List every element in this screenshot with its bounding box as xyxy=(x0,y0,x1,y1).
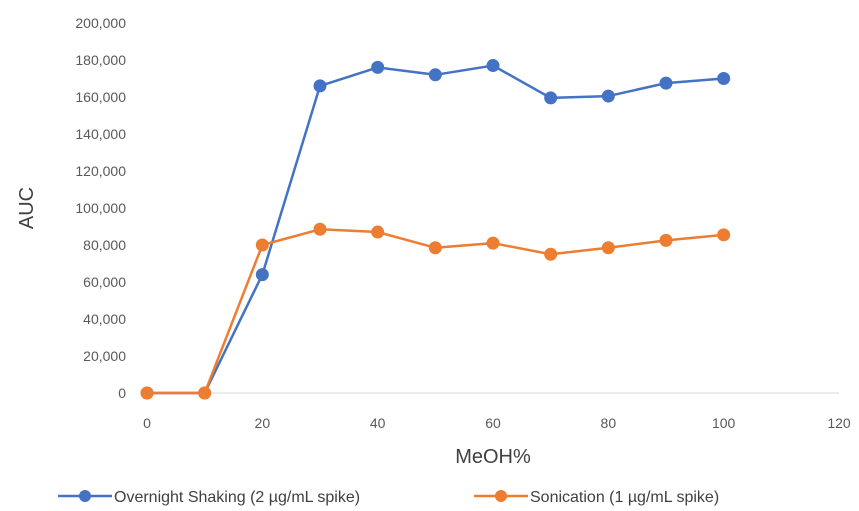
data-point xyxy=(255,238,269,252)
legend-item-2: Sonication (1 µg/mL spike) xyxy=(474,489,719,506)
data-point xyxy=(659,76,673,90)
data-point xyxy=(255,268,269,282)
x-tick-label: 80 xyxy=(601,415,617,431)
data-point xyxy=(601,89,615,103)
y-tick-label: 180,000 xyxy=(75,52,126,68)
data-point xyxy=(601,241,615,255)
legend-marker xyxy=(495,490,507,502)
y-tick-label: 100,000 xyxy=(75,200,126,216)
y-axis-ticks: 0 20,000 40,000 60,000 80,000 100,000 120,000 1… xyxy=(75,15,126,401)
data-point xyxy=(486,59,500,73)
y-tick-label: 80,000 xyxy=(83,237,126,253)
y-axis-title: AUC xyxy=(16,187,38,229)
x-tick-label: 100 xyxy=(712,415,736,431)
x-tick-label: 20 xyxy=(255,415,271,431)
data-point xyxy=(198,386,212,400)
data-point xyxy=(544,91,558,105)
y-tick-label: 60,000 xyxy=(83,274,126,290)
y-tick-label: 40,000 xyxy=(83,311,126,327)
data-point xyxy=(544,247,558,261)
series-1 xyxy=(140,59,731,400)
data-point xyxy=(371,225,385,239)
legend-item-1: Overnight Shaking (2 µg/mL spike) xyxy=(58,489,360,506)
legend-marker xyxy=(79,490,91,502)
y-tick-label: 0 xyxy=(118,385,126,401)
y-tick-label: 160,000 xyxy=(75,89,126,105)
y-tick-label: 20,000 xyxy=(83,348,126,364)
series-layer xyxy=(140,59,731,400)
series-2 xyxy=(140,222,731,400)
data-point xyxy=(313,79,327,93)
y-tick-label: 200,000 xyxy=(75,15,126,31)
legend-label: Overnight Shaking (2 µg/mL spike) xyxy=(114,489,360,506)
data-point xyxy=(428,68,442,82)
data-point xyxy=(659,233,673,247)
data-point xyxy=(486,236,500,250)
data-point xyxy=(313,222,327,236)
x-tick-label: 0 xyxy=(143,415,151,431)
y-tick-label: 140,000 xyxy=(75,126,126,142)
x-tick-label: 60 xyxy=(485,415,501,431)
legend: Overnight Shaking (2 µg/mL spike) Sonicat… xyxy=(58,489,719,506)
x-tick-label: 120 xyxy=(827,415,851,431)
data-point xyxy=(428,241,442,255)
x-axis-title: MeOH% xyxy=(455,446,531,468)
data-point xyxy=(371,60,385,74)
x-tick-label: 40 xyxy=(370,415,386,431)
data-point xyxy=(717,228,731,242)
y-tick-label: 120,000 xyxy=(75,163,126,179)
legend-label: Sonication (1 µg/mL spike) xyxy=(530,489,719,506)
x-axis-ticks: 0 20 40 60 80 100 120 xyxy=(143,415,851,431)
data-point xyxy=(140,386,154,400)
series-line xyxy=(147,64,724,395)
data-point xyxy=(717,72,731,85)
